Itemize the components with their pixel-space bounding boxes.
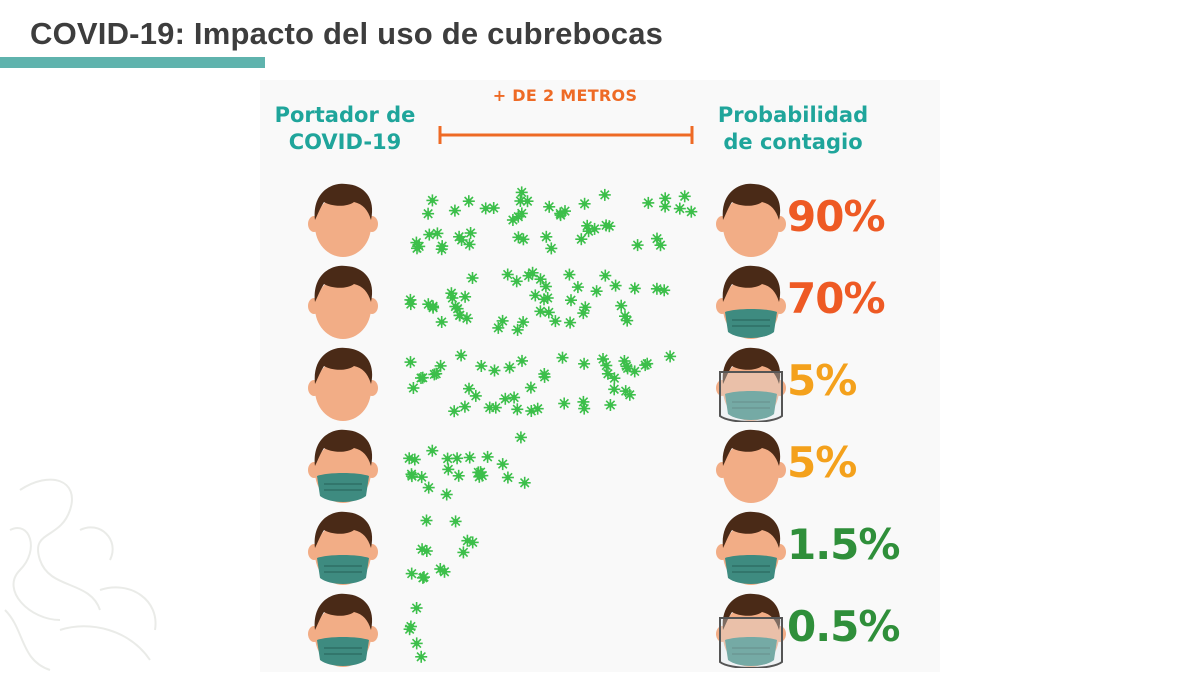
carrier-face-icon: [308, 262, 378, 340]
infographic-panel: Portador de COVID-19 + DE 2 METROS Proba…: [260, 80, 940, 672]
carrier-face-masked-icon: [308, 426, 378, 504]
receiver-face-masked-icon: [716, 262, 786, 340]
scenario-row: 0.5%: [260, 590, 940, 670]
receiver-face-icon: [716, 426, 786, 504]
contagion-probability: 90%: [787, 192, 886, 241]
virus-particles-icon: [400, 426, 700, 506]
receiver-face-masked-icon: [716, 508, 786, 586]
receiver-face-icon: [716, 180, 786, 258]
carrier-face-masked-icon: [308, 508, 378, 586]
virus-particles-icon: [400, 508, 700, 588]
watermark-logo: [4, 478, 157, 671]
receiver-face-shield-icon: [716, 344, 786, 423]
contagion-probability: 5%: [787, 438, 857, 487]
virus-particles-icon: [400, 590, 700, 670]
contagion-probability: 0.5%: [787, 602, 900, 651]
distance-bracket: [438, 126, 694, 144]
scenario-row: 5%: [260, 426, 940, 506]
scenario-row: 1.5%: [260, 508, 940, 588]
receiver-face-shield-icon: [716, 590, 786, 669]
contagion-probability: 5%: [787, 356, 857, 405]
scenario-row: 5%: [260, 344, 940, 424]
slide-title: COVID-19: Impacto del uso de cubrebocas: [30, 16, 664, 51]
virus-particles-icon: [400, 180, 700, 260]
contagion-probability: 70%: [787, 274, 886, 323]
virus-particles-icon: [400, 344, 700, 424]
carrier-face-icon: [308, 180, 378, 258]
title-underline: [0, 57, 265, 68]
carrier-header: Portador de COVID-19: [274, 103, 416, 154]
carrier-face-masked-icon: [308, 590, 378, 668]
scenario-row: 70%: [260, 262, 940, 342]
probability-header: Probabilidad de contagio: [717, 103, 869, 154]
contagion-probability: 1.5%: [787, 520, 900, 569]
carrier-face-icon: [308, 344, 378, 422]
distance-label: + DE 2 METROS: [492, 86, 638, 105]
scenario-row: 90%: [260, 180, 940, 260]
virus-particles-icon: [400, 262, 700, 342]
